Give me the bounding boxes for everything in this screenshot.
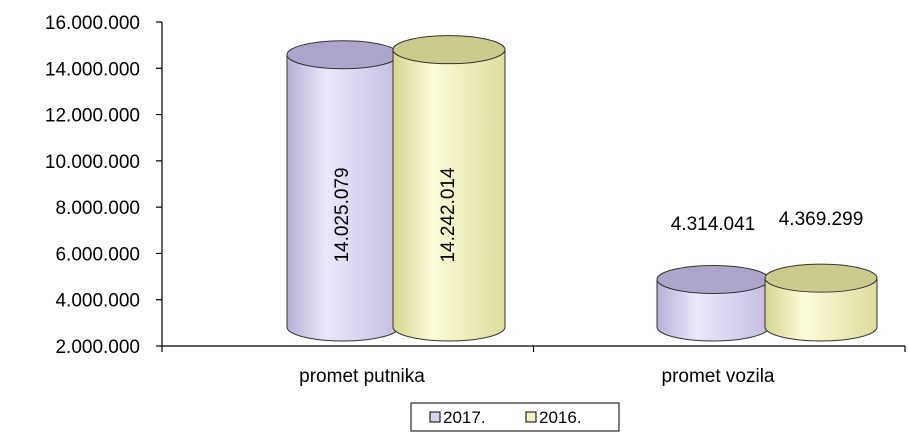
bar-2016-1 <box>764 263 878 342</box>
axis-layer: 2.000.000 4.000.000 6.000.000 8.000.000 10.0… <box>45 13 906 387</box>
data-label: 14.025.079 <box>332 167 353 262</box>
y-tick-label: 4.000.000 <box>55 291 140 312</box>
y-tick-label: 12.000.000 <box>45 106 140 127</box>
legend-label: 2016. <box>539 408 582 427</box>
bars-layer <box>286 35 878 342</box>
y-tick-label: 14.000.000 <box>45 59 140 80</box>
y-tick-label: 16.000.000 <box>45 13 140 34</box>
x-category-label: promet vozila <box>662 366 775 387</box>
x-category-label: promet putnika <box>299 366 425 387</box>
cylinder-top <box>764 263 878 293</box>
cylinder-body <box>764 277 878 342</box>
bar-2017-0 <box>286 40 400 342</box>
cylinder-top <box>286 40 400 70</box>
y-tick-label: 2.000.000 <box>55 337 140 358</box>
bar-2017-1 <box>656 264 770 342</box>
y-tick-label: 8.000.000 <box>55 198 140 219</box>
labels-layer: 14.025.079 4.314.041 14.242.014 4.369.299 <box>332 167 863 263</box>
data-label: 4.369.299 <box>779 209 864 230</box>
bar-2016-0 <box>392 35 506 342</box>
y-tick-label: 6.000.000 <box>55 244 140 265</box>
legend-label: 2017. <box>443 408 486 427</box>
cylinder-top <box>656 264 770 294</box>
cylinder-top <box>392 35 506 65</box>
legend: 2017. 2016. <box>410 402 620 432</box>
legend-swatch <box>525 411 537 423</box>
legend-swatch <box>429 411 441 423</box>
cylinder-body <box>392 49 506 342</box>
legend-box <box>410 402 620 432</box>
data-label: 4.314.041 <box>671 214 756 235</box>
y-tick-label: 10.000.000 <box>45 152 140 173</box>
data-label: 14.242.014 <box>438 167 459 263</box>
